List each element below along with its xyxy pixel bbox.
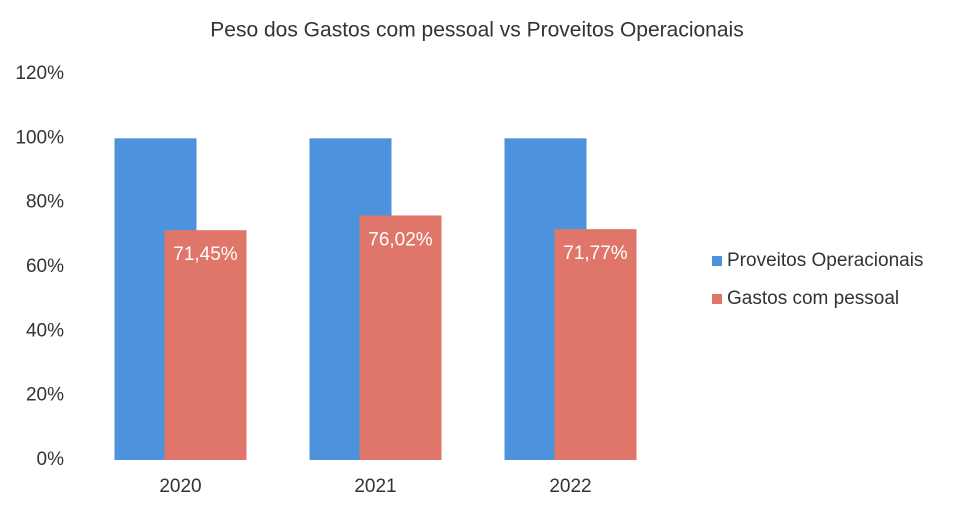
data-label: 76,02% xyxy=(368,229,433,250)
x-tick-label: 2021 xyxy=(354,476,396,497)
y-tick-label: 40% xyxy=(26,320,64,341)
y-tick-label: 80% xyxy=(26,192,64,213)
data-label: 71,77% xyxy=(563,243,628,264)
x-tick-label: 2022 xyxy=(549,476,591,497)
legend-label: Gastos com pessoal xyxy=(727,288,899,309)
chart-title: Peso dos Gastos com pessoal vs Proveitos… xyxy=(210,19,743,42)
legend-swatch xyxy=(712,256,722,266)
data-label: 71,45% xyxy=(173,244,238,265)
legend-swatch xyxy=(712,294,722,304)
y-tick-label: 100% xyxy=(15,127,64,148)
x-tick-label: 2020 xyxy=(159,476,201,497)
bar xyxy=(554,229,637,460)
legend-label: Proveitos Operacionais xyxy=(727,250,923,271)
bar xyxy=(164,230,247,460)
bar xyxy=(359,215,442,460)
y-tick-label: 120% xyxy=(15,63,64,84)
y-tick-label: 60% xyxy=(26,256,64,277)
y-tick-label: 0% xyxy=(37,449,65,470)
y-tick-label: 20% xyxy=(26,385,64,406)
